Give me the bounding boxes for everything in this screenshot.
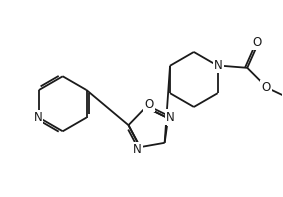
Text: O: O bbox=[252, 36, 261, 49]
Text: O: O bbox=[262, 81, 271, 94]
Text: N: N bbox=[133, 143, 142, 156]
Text: O: O bbox=[144, 98, 154, 111]
Text: N: N bbox=[166, 111, 175, 124]
Text: N: N bbox=[214, 59, 223, 72]
Text: N: N bbox=[33, 111, 42, 124]
Text: N: N bbox=[168, 112, 177, 125]
